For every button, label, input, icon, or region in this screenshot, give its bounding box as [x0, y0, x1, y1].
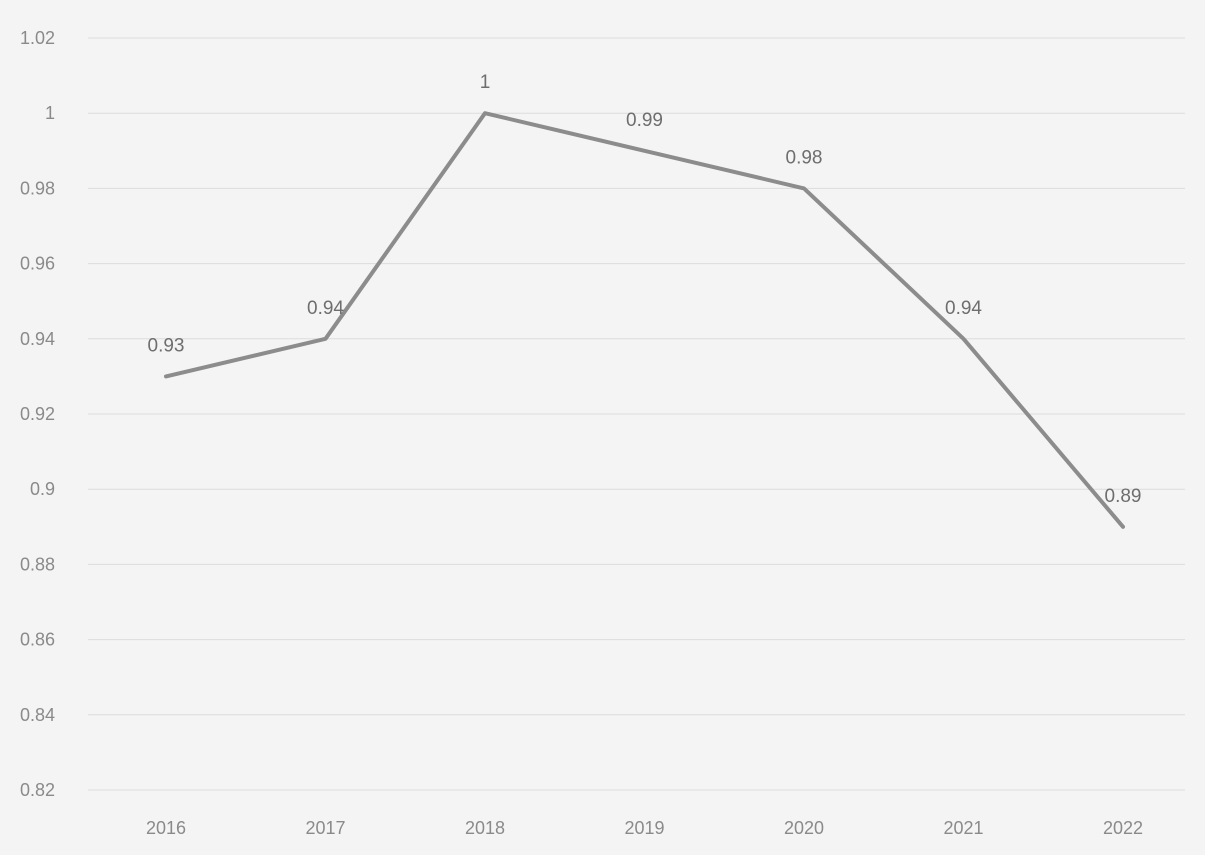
data-label: 1 [480, 72, 491, 93]
data-label: 0.99 [626, 110, 663, 131]
x-tick-label: 2022 [1103, 818, 1143, 838]
data-labels: 0.93 0.94 1 0.99 0.98 0.94 0.89 [148, 72, 1142, 507]
y-tick-label: 0.92 [20, 404, 55, 424]
y-tick-label: 0.88 [20, 554, 55, 574]
y-tick-label: 1 [45, 103, 55, 123]
data-label: 0.94 [945, 298, 982, 319]
x-tick-label: 2019 [624, 818, 664, 838]
x-tick-label: 2016 [146, 818, 186, 838]
y-tick-label: 1.02 [20, 28, 55, 48]
y-tick-label: 0.84 [20, 705, 55, 725]
series-line [164, 111, 1125, 529]
x-tick-label: 2018 [465, 818, 505, 838]
data-label: 0.89 [1105, 486, 1142, 507]
x-tick-label: 2020 [784, 818, 824, 838]
y-tick-label: 0.98 [20, 178, 55, 198]
data-label: 0.94 [307, 298, 344, 319]
data-label: 0.93 [148, 335, 185, 356]
y-tick-label: 0.94 [20, 329, 55, 349]
y-axis-ticks: 0.82 0.84 0.86 0.88 0.9 0.92 0.94 0.96 0.98 1 1.02 [20, 28, 55, 800]
x-tick-label: 2017 [305, 818, 345, 838]
y-tick-label: 0.86 [20, 630, 55, 650]
y-tick-label: 0.9 [30, 479, 55, 499]
y-tick-label: 0.82 [20, 780, 55, 800]
x-axis-ticks: 2016 2017 2018 2019 2020 2021 2022 [146, 818, 1143, 838]
y-tick-label: 0.96 [20, 254, 55, 274]
x-tick-label: 2021 [943, 818, 983, 838]
data-label: 0.98 [786, 147, 823, 168]
grid-layer [88, 37, 1185, 791]
